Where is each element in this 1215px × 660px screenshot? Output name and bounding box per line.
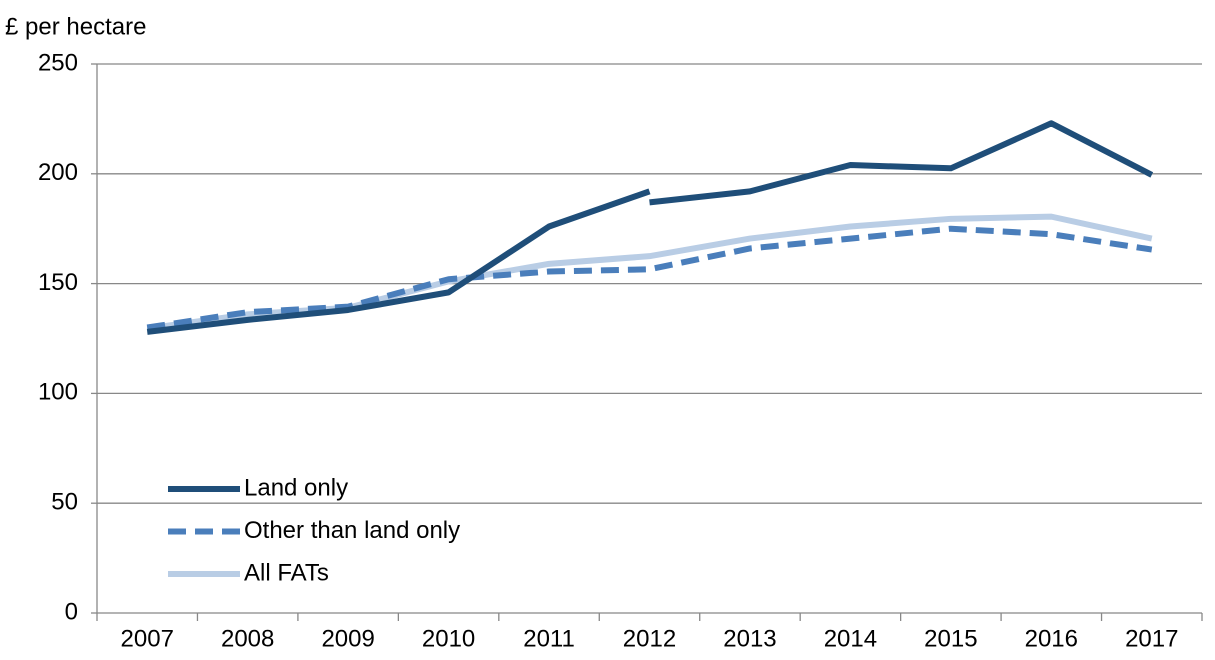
y-tick-label: 100 bbox=[38, 379, 78, 406]
y-tick-label: 200 bbox=[38, 159, 78, 186]
series-line bbox=[146, 225, 1153, 331]
x-tick-label: 2015 bbox=[924, 625, 977, 652]
y-axis-label: £ per hectare bbox=[5, 13, 146, 40]
y-tick-label: 250 bbox=[38, 49, 78, 76]
x-tick-label: 2010 bbox=[422, 625, 475, 652]
x-tick-label: 2012 bbox=[623, 625, 676, 652]
legend-label: Other than land only bbox=[244, 517, 460, 544]
x-tick-label: 2014 bbox=[824, 625, 877, 652]
x-tick-label: 2007 bbox=[121, 625, 174, 652]
x-tick-label: 2011 bbox=[523, 625, 575, 652]
x-tick-label: 2017 bbox=[1125, 625, 1178, 652]
x-tick-label: 2013 bbox=[723, 625, 776, 652]
x-tick-label: 2016 bbox=[1025, 625, 1078, 652]
legend-label: Land only bbox=[244, 474, 348, 501]
legend-label: All FATs bbox=[244, 559, 329, 586]
y-tick-label: 150 bbox=[38, 269, 78, 296]
x-tick-label: 2009 bbox=[321, 625, 374, 652]
y-tick-label: 50 bbox=[51, 489, 78, 516]
y-tick-label: 0 bbox=[65, 598, 78, 625]
series-line bbox=[146, 120, 1154, 335]
x-tick-label: 2008 bbox=[221, 625, 274, 652]
